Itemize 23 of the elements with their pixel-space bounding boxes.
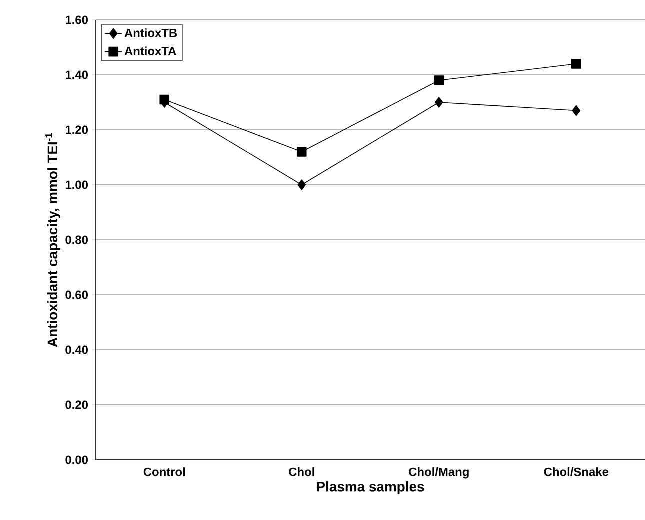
legend-label: AntioxTB [124, 28, 178, 38]
x-axis-title: Plasma samples [317, 482, 424, 495]
y-tick-label: 0.20 [66, 400, 88, 410]
legend-label: AntioxTA [124, 46, 176, 56]
point [296, 147, 307, 157]
y-tick-label: 1.40 [66, 70, 88, 80]
x-tick-label: Chol/Mang [409, 468, 469, 479]
y-tick-label: 1.60 [66, 16, 88, 24]
x-tick-label: Chol/Snake [544, 468, 609, 476]
y-tick-label: 1.00 [66, 180, 88, 190]
x-tick-label: Chol [289, 468, 314, 476]
y-axis-title: Antioxidant capacity, mmol TEI$^{-1}$ [46, 133, 60, 348]
y-tick-label: 0.60 [66, 290, 88, 300]
point [572, 105, 581, 116]
y-tick-label: 0.00 [66, 456, 88, 464]
y-tick-label: 1.20 [66, 126, 88, 134]
point [434, 76, 444, 86]
point [571, 59, 582, 69]
y-tick-label: 0.80 [66, 236, 88, 244]
point [434, 97, 444, 108]
x-tick-label: Control [144, 468, 186, 476]
point [298, 180, 306, 190]
y-tick-label: 0.40 [66, 346, 88, 354]
